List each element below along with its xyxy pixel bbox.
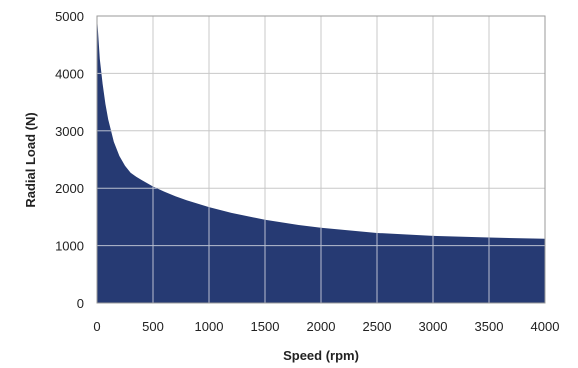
x-tick-label: 1000 — [195, 319, 224, 334]
x-tick-label: 0 — [93, 319, 100, 334]
y-tick-label: 1000 — [55, 239, 84, 254]
y-axis-title: Radial Load (N) — [23, 112, 38, 207]
y-tick-label: 0 — [77, 296, 84, 311]
x-tick-label: 4000 — [531, 319, 560, 334]
x-tick-label: 3500 — [475, 319, 504, 334]
x-tick-label: 2000 — [307, 319, 336, 334]
y-tick-label: 3000 — [55, 124, 84, 139]
x-axis-ticks: 0 500 1000 1500 2000 2500 3000 3500 4000 — [93, 319, 559, 334]
x-tick-label: 500 — [142, 319, 164, 334]
y-tick-label: 5000 — [55, 9, 84, 24]
x-tick-label: 2500 — [363, 319, 392, 334]
plot-frame — [96, 15, 546, 304]
x-tick-label: 3000 — [419, 319, 448, 334]
plot-border — [96, 15, 546, 304]
plot-area — [97, 16, 545, 303]
y-tick-label: 2000 — [55, 181, 84, 196]
x-tick-label: 1500 — [251, 319, 280, 334]
y-tick-label: 4000 — [55, 66, 84, 81]
y-axis-ticks: 0 1000 2000 3000 4000 5000 — [55, 9, 84, 311]
x-axis-title: Speed (rpm) — [283, 348, 359, 363]
